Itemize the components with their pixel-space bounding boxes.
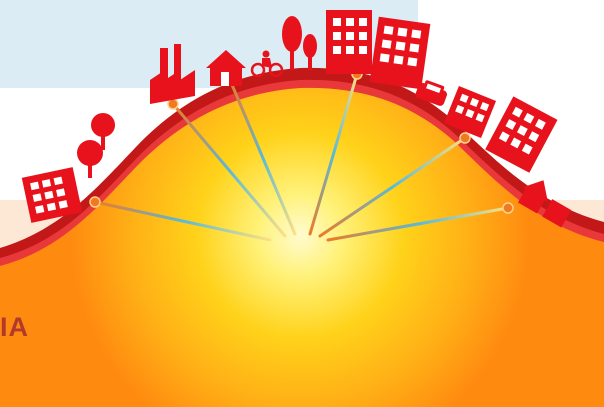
building-icon [443, 85, 497, 139]
tree-icon [77, 113, 115, 178]
building-icon [21, 167, 83, 223]
factory-icon [150, 44, 195, 104]
node [502, 202, 514, 214]
city-skyline [21, 10, 572, 228]
building-icon [369, 16, 431, 90]
heat-rays [93, 72, 510, 242]
caption-label: IA [0, 312, 29, 342]
car-icon [415, 80, 447, 106]
house-icon [206, 50, 246, 86]
node [459, 132, 471, 144]
ray [93, 200, 272, 242]
building-icon [485, 96, 558, 173]
building-icon [326, 10, 372, 74]
ray [326, 206, 510, 242]
heat-glow [0, 77, 604, 407]
ray [308, 72, 359, 236]
ray [318, 136, 467, 238]
crust-outer [0, 67, 604, 264]
ray [228, 78, 297, 236]
house-icon [517, 180, 572, 228]
node [89, 196, 101, 208]
cyclist-icon [250, 50, 284, 78]
ray [171, 102, 287, 238]
tree-icon [282, 16, 317, 70]
